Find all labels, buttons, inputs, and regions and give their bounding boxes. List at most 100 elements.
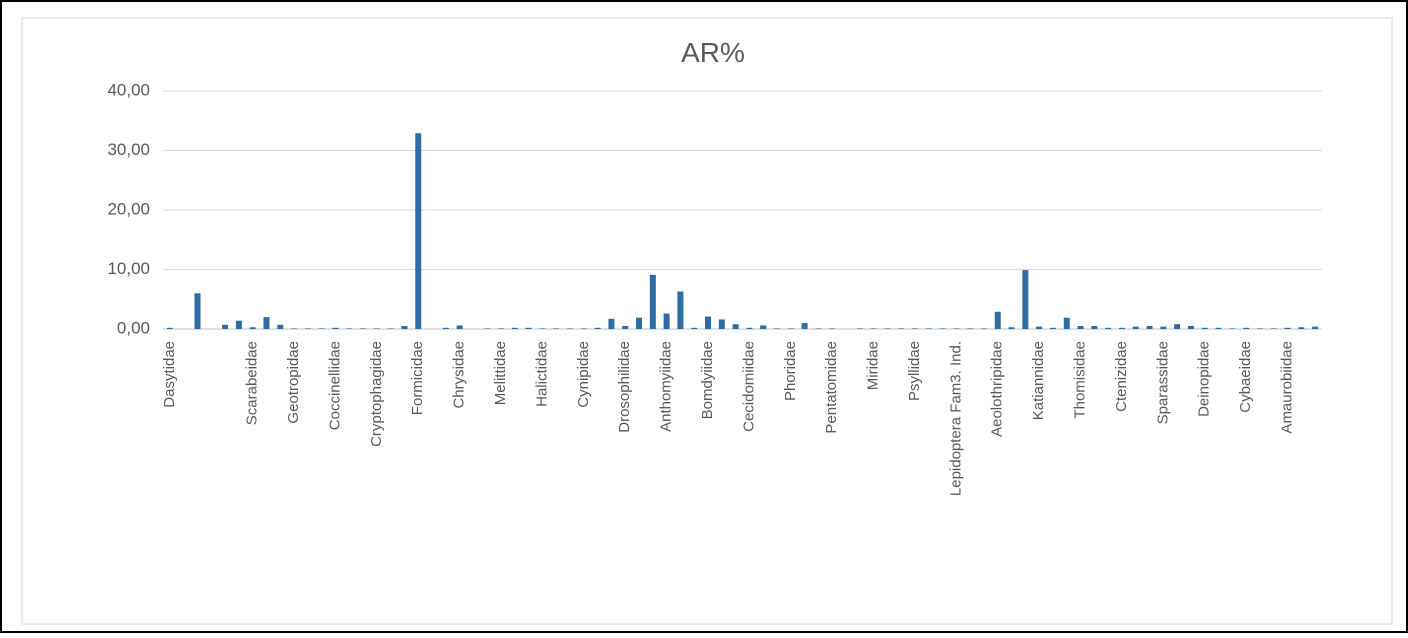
- bar: [911, 328, 918, 329]
- x-tick-label: Thomisidae: [1072, 341, 1089, 419]
- x-tick-label: Phoridae: [782, 341, 799, 401]
- bar: [1008, 327, 1015, 329]
- x-tick-label: Ctenizidae: [1113, 341, 1130, 412]
- x-tick-label: Scarabeidae: [244, 341, 261, 425]
- x-tick-label: Cynipidae: [575, 341, 592, 408]
- x-tick-label: Aeolothripidae: [989, 341, 1006, 437]
- bar: [1118, 327, 1125, 329]
- x-tick-label: Coccinellidae: [326, 341, 343, 430]
- bar: [415, 133, 422, 329]
- bar: [567, 328, 574, 329]
- y-tick-label: 10,00: [107, 259, 150, 278]
- bar: [1256, 328, 1263, 329]
- y-tick-label: 40,00: [107, 80, 150, 99]
- bar: [608, 318, 615, 329]
- bar: [525, 327, 532, 329]
- bar: [1174, 324, 1181, 329]
- y-tick-label: 20,00: [107, 199, 150, 218]
- bar: [1160, 326, 1167, 329]
- x-tick-label: Chrysidae: [451, 341, 468, 409]
- bar: [442, 327, 449, 329]
- bar: [1077, 326, 1084, 329]
- bar: [580, 328, 587, 329]
- bar: [856, 328, 863, 329]
- bar: [1243, 327, 1250, 329]
- bar: [1201, 327, 1208, 329]
- bar: [829, 328, 836, 329]
- bar: [718, 319, 725, 329]
- bar: [498, 328, 505, 329]
- x-tick-label: Deinopidae: [1196, 341, 1213, 417]
- bar: [401, 326, 408, 329]
- y-tick-label: 30,00: [107, 140, 150, 159]
- bar: [773, 328, 780, 329]
- x-tick-label: Psyllidae: [906, 341, 923, 401]
- x-tick-label: Melittidae: [492, 341, 509, 405]
- bar: [263, 317, 270, 329]
- x-tick-label: Amaurobiidae: [1278, 341, 1295, 434]
- bar: [539, 328, 546, 329]
- bar: [870, 328, 877, 329]
- bar: [1049, 327, 1056, 329]
- bar: [318, 328, 325, 329]
- bar: [636, 317, 643, 329]
- x-tick-label: Bomdyiidae: [699, 341, 716, 419]
- x-tick-label: Geotropidae: [285, 341, 302, 424]
- bar: [166, 327, 173, 329]
- bar: [1229, 328, 1236, 329]
- bar: [456, 325, 463, 329]
- bar: [649, 274, 656, 329]
- bar: [304, 328, 311, 329]
- y-tick-label: 0,00: [117, 318, 150, 337]
- bar: [746, 327, 753, 329]
- x-tick-label: Cryptophagidae: [368, 341, 385, 447]
- bar: [663, 313, 670, 329]
- bar: [484, 328, 491, 329]
- x-tick-label: Dasytidae: [161, 341, 178, 408]
- bar: [732, 324, 739, 329]
- bar: [967, 328, 974, 329]
- bar: [898, 328, 905, 329]
- x-tick-label: Cybaeidae: [1237, 341, 1254, 413]
- bar: [1036, 326, 1043, 329]
- bar: [801, 323, 808, 329]
- x-tick-label: Drosophilidae: [616, 341, 633, 433]
- bar: [994, 311, 1001, 329]
- x-tick-label: Pentatomidae: [823, 341, 840, 434]
- bar: [1132, 326, 1139, 329]
- bar: [677, 291, 684, 329]
- bar: [235, 320, 242, 329]
- bar: [925, 328, 932, 329]
- bar: [760, 325, 767, 329]
- bar: [1146, 326, 1153, 329]
- bar: [194, 293, 201, 329]
- bar: [884, 328, 891, 329]
- bar: [1298, 327, 1305, 329]
- x-tick-label: Cecidomiidae: [740, 341, 757, 432]
- bar: [291, 328, 298, 329]
- bar: [277, 324, 284, 329]
- bar: [1284, 327, 1291, 329]
- bar: [553, 328, 560, 329]
- bar: [1022, 270, 1029, 329]
- bar: [346, 328, 353, 329]
- bar: [622, 326, 629, 329]
- x-tick-label: Halictidae: [533, 341, 550, 407]
- bar: [691, 327, 698, 329]
- bar: [387, 328, 394, 329]
- bar: [594, 327, 601, 329]
- bar: [373, 328, 380, 329]
- bar: [815, 328, 822, 329]
- x-tick-label: Formicidae: [409, 341, 426, 415]
- bar: [511, 327, 518, 329]
- bar: [249, 327, 256, 329]
- bar: [332, 327, 339, 329]
- bar: [1105, 327, 1112, 329]
- x-tick-label: Katiannidae: [1030, 341, 1047, 420]
- bar: [360, 328, 367, 329]
- bar: [1312, 326, 1319, 329]
- bar: [939, 328, 946, 329]
- chart-title: AR%: [681, 37, 745, 68]
- bar: [1215, 327, 1222, 329]
